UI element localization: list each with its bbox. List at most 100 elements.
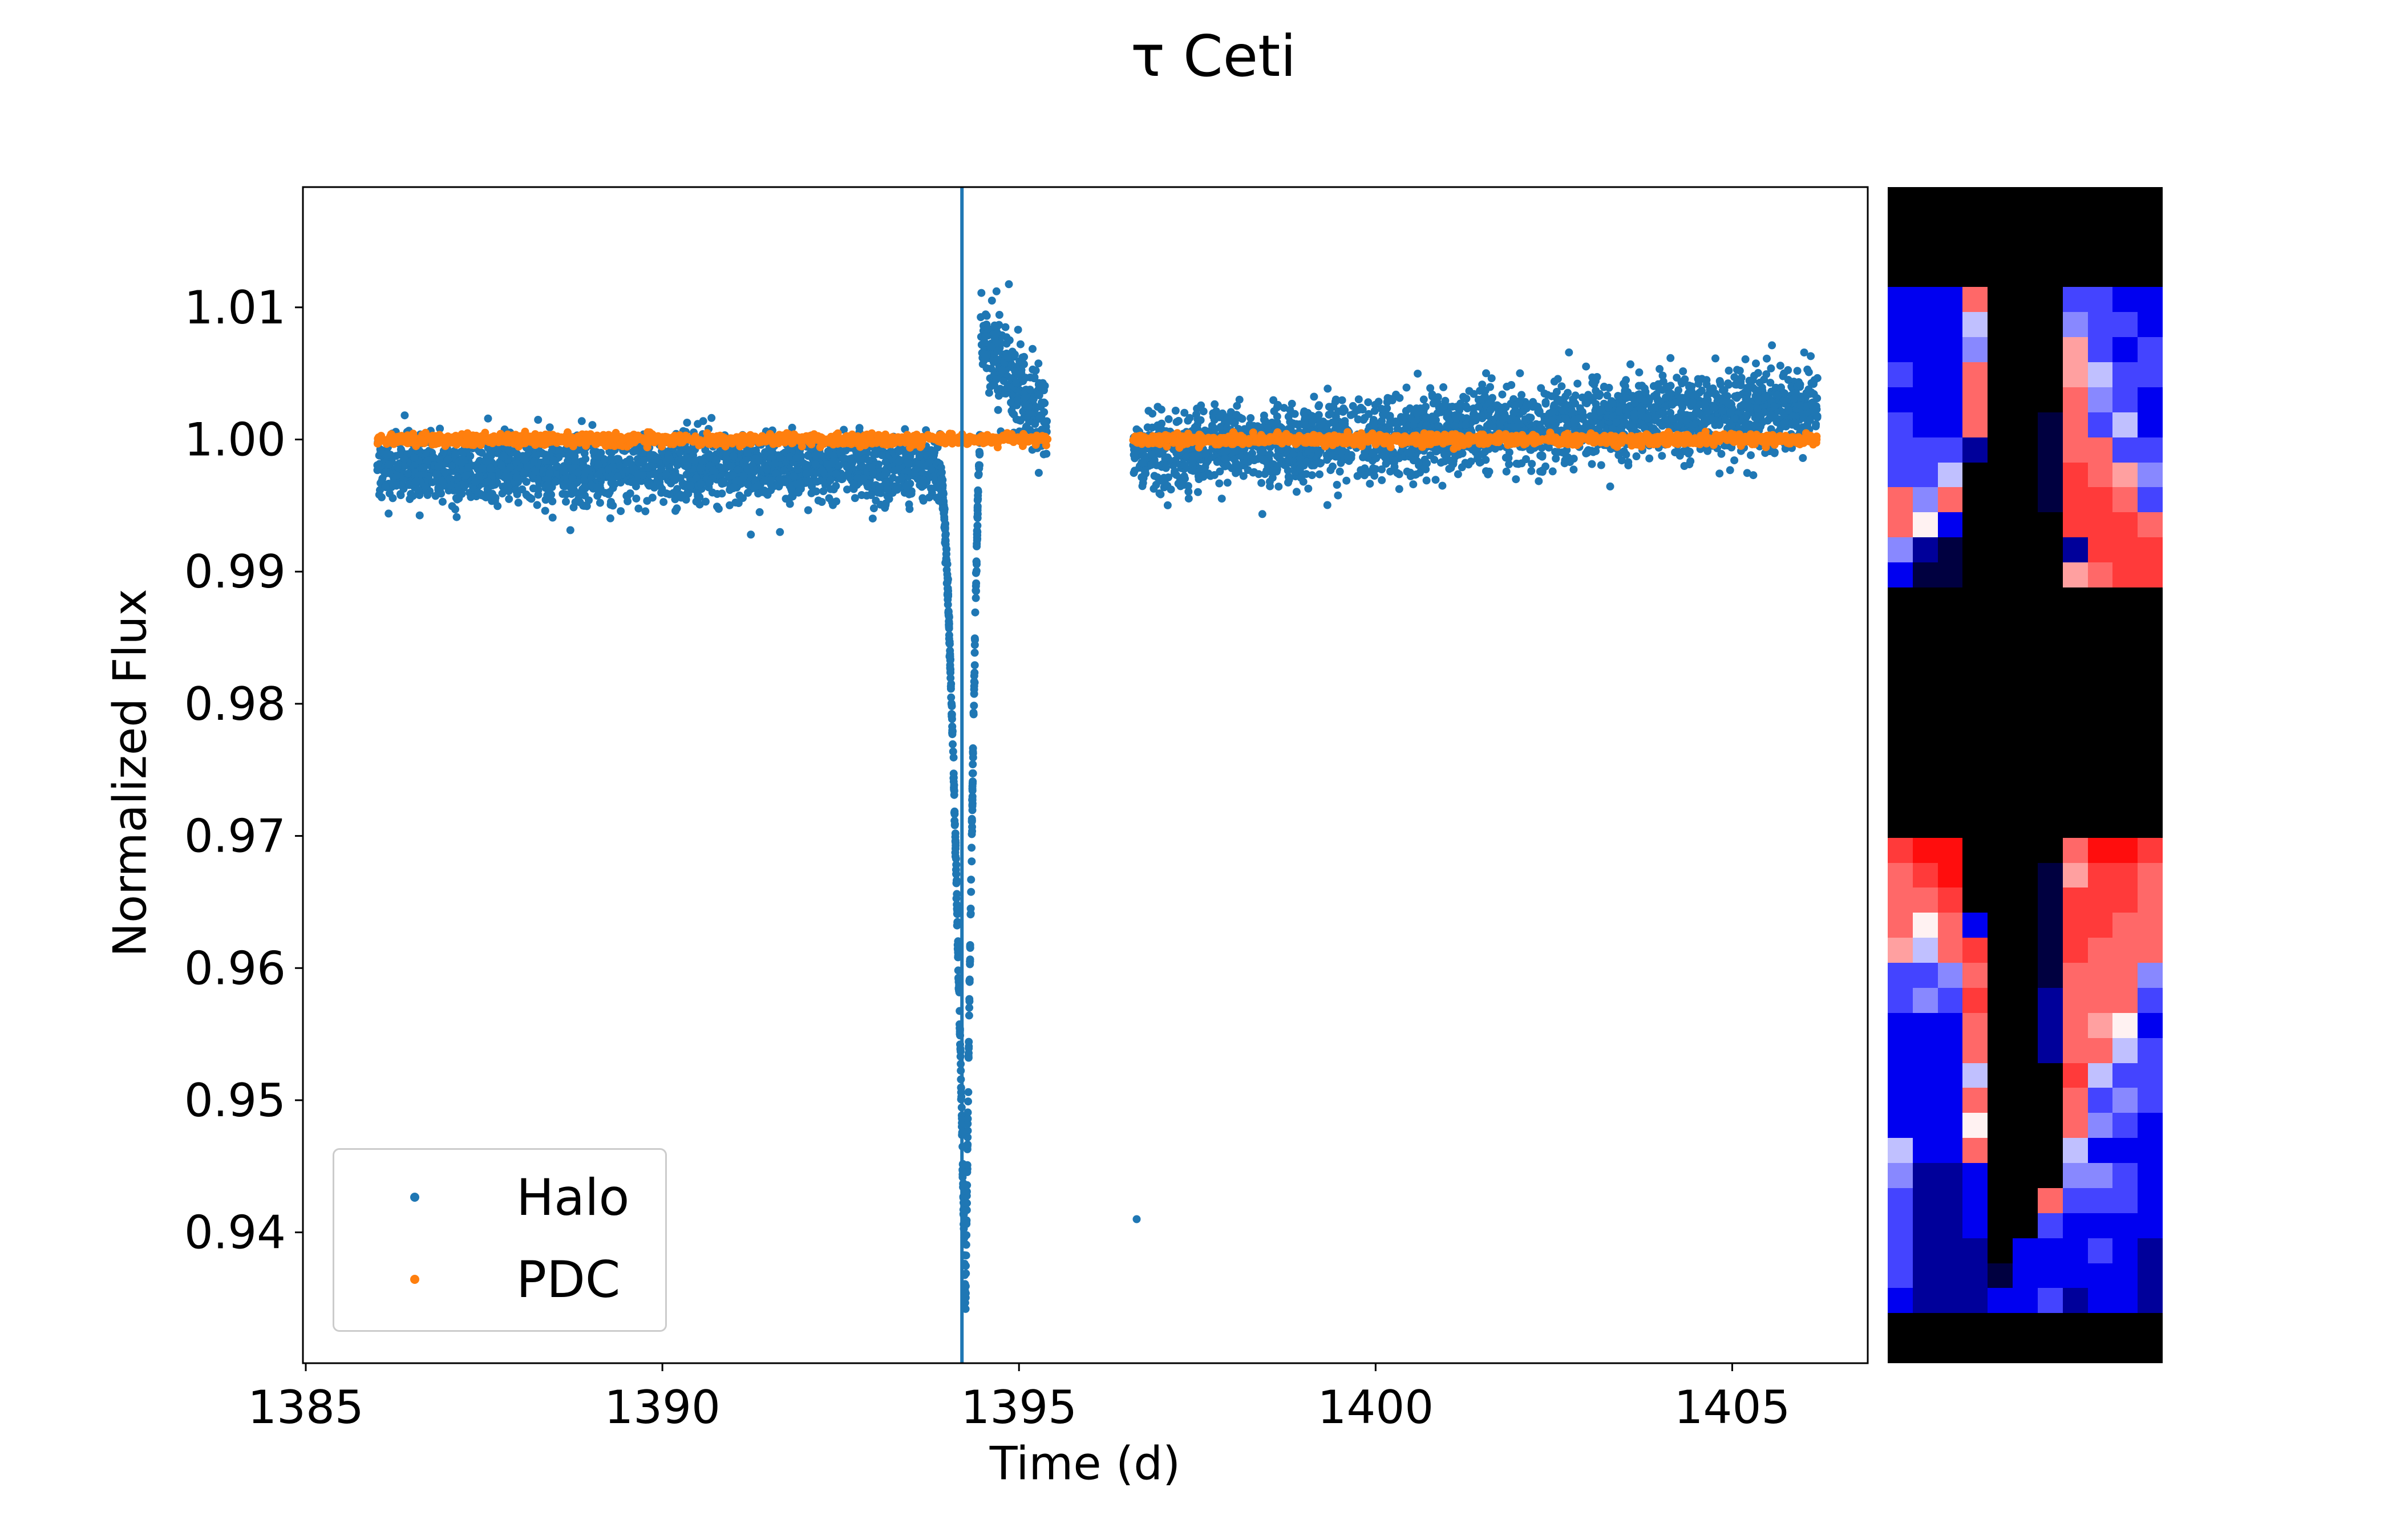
halo-point [1538,451,1547,460]
halo-point [606,501,615,509]
halo-point [1386,418,1394,427]
halo-point [918,479,927,487]
halo-point [1001,323,1010,331]
halo-point [659,498,668,506]
halo-point [891,467,899,475]
halo-point [448,461,456,470]
halo-point [819,487,828,496]
halo-point [1749,471,1758,480]
halo-point [666,455,674,464]
halo-point [1790,395,1798,403]
halo-point [1406,468,1415,477]
halo-point [868,463,876,472]
halo-point [1026,386,1034,394]
halo-point [1706,386,1714,394]
halo-point [1746,382,1755,390]
halo-point [705,452,714,461]
halo-point [400,411,409,420]
halo-point [1147,450,1156,459]
halo-point [1445,416,1454,425]
halo-point [1573,379,1582,388]
halo-point [1422,476,1431,485]
halo-point [588,421,597,429]
halo-point [1342,476,1351,485]
halo-point [1016,340,1025,348]
halo-point [1431,476,1440,484]
halo-point [513,450,521,458]
halo-point [1666,408,1675,417]
halo-point [1719,396,1727,405]
halo-point [1766,379,1775,387]
halo-point [1743,412,1751,420]
halo-point [1430,456,1439,464]
halo-point [1465,387,1474,395]
halo-point [1269,396,1278,404]
halo-point [1768,341,1776,350]
halo-point [823,460,832,468]
halo-point [878,451,886,460]
halo-point [992,287,1001,295]
halo-point [658,485,666,493]
halo-point [1617,456,1626,465]
halo-point [864,456,873,465]
halo-point [606,514,614,522]
halo-point [697,480,705,488]
halo-point [1439,383,1448,391]
halo-point [1378,465,1386,473]
halo-point [982,311,991,320]
halo-point [1689,398,1697,406]
halo-point [566,526,574,534]
halo-point [1211,425,1219,433]
halo-point [1232,411,1241,419]
halo-point [1397,413,1405,422]
halo-point [839,454,848,463]
halo-point [1806,416,1814,424]
halo-point [1014,326,1022,334]
halo-point [448,502,456,510]
halo-point [593,483,601,491]
halo-point [639,471,647,480]
halo-point [1361,414,1369,422]
halo-point [1776,362,1784,370]
halo-point [1612,418,1620,427]
halo-point [1645,454,1654,463]
halo-point [986,383,994,391]
halo-point [1390,459,1398,467]
halo-point [1569,465,1578,474]
halo-point [1656,397,1664,406]
halo-point [481,457,490,465]
halo-point [1800,348,1808,356]
halo-point [460,481,469,490]
halo-point [1548,416,1556,425]
halo-point [609,463,617,471]
halo-point [694,420,702,428]
halo-point [868,514,877,523]
halo-point [1261,457,1270,465]
halo-point [1565,348,1573,356]
halo-point [1370,472,1379,480]
halo-point [1733,380,1741,389]
halo-point [1192,410,1200,419]
halo-point [1302,457,1311,466]
halo-point [1331,395,1340,404]
halo-point [1684,389,1693,398]
halo-point [1593,373,1601,381]
halo-point [1679,367,1687,375]
halo-point [1567,406,1576,414]
halo-point [1259,448,1267,456]
halo-point [846,455,855,463]
halo-point [1009,409,1017,418]
halo-point [1517,391,1526,399]
halo-point [895,457,903,466]
halo-point [1211,400,1219,408]
halo-point [487,465,495,473]
halo-point [1592,387,1600,395]
halo-point [473,488,482,497]
halo-point [1030,373,1039,382]
halo-point [1711,354,1719,363]
halo-point [533,501,541,509]
halo-point [1486,406,1495,414]
halo-point [787,485,795,493]
halo-point [840,425,848,434]
halo-point [1324,384,1332,393]
